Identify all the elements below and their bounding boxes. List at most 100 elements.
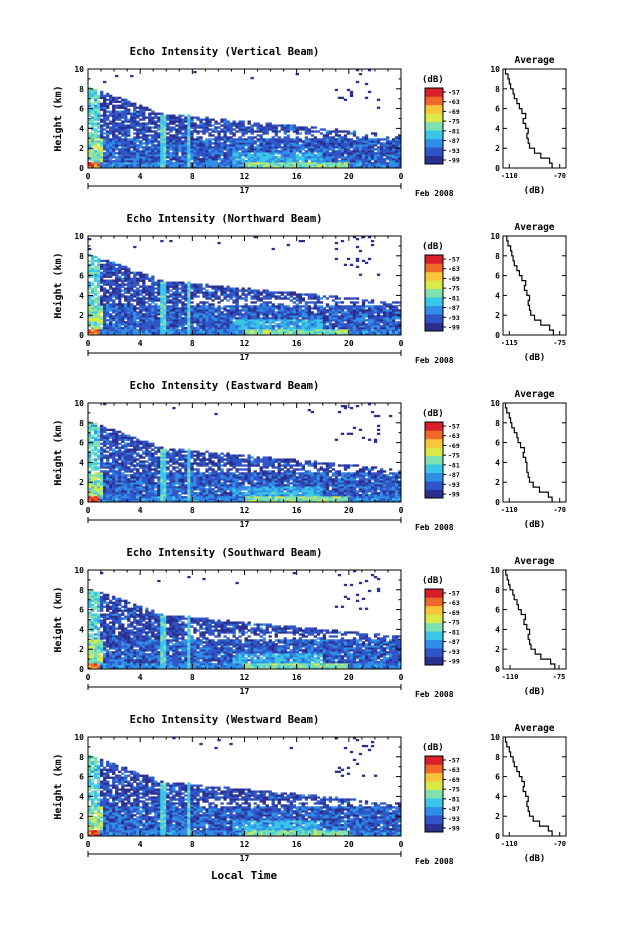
heatmap-cell (175, 291, 179, 294)
heatmap-cell (115, 281, 119, 284)
heatmap-cell (217, 311, 221, 314)
heatmap-cell (370, 166, 375, 169)
heatmap-cell (100, 490, 104, 493)
heatmap-cell (94, 128, 98, 131)
heatmap-cell (256, 158, 260, 161)
heatmap-cell (193, 124, 197, 127)
heatmap-cell (94, 160, 98, 163)
heatmap-cell (286, 307, 290, 310)
heatmap-cell (112, 162, 116, 165)
heatmap-cell (127, 138, 131, 141)
heatmap-cell (139, 303, 143, 306)
heatmap-cell (244, 142, 248, 145)
heatmap-cell (181, 156, 185, 159)
heatmap-cell (91, 136, 95, 139)
heatmap-cell (142, 118, 146, 121)
heatmap-cell (106, 154, 110, 157)
heatmap-cell (364, 315, 369, 318)
heatmap-cell (157, 329, 161, 332)
heatmap-cell (169, 295, 173, 298)
heatmap-cell (208, 321, 212, 324)
heatmap-cell (385, 313, 390, 316)
heatmap-cell (205, 289, 209, 292)
heatmap-cell (259, 150, 263, 153)
heatmap-cell (124, 307, 128, 310)
heatmap-cell (187, 128, 191, 131)
heatmap-cell (175, 299, 179, 302)
heatmap-cell (253, 140, 257, 143)
heatmap-cell (397, 158, 402, 161)
heatmap-cell (385, 154, 390, 157)
heatmap-cell (175, 295, 179, 298)
heatmap-cell (166, 305, 170, 308)
heatmap-cell (307, 146, 312, 149)
heatmap-cell (169, 317, 173, 320)
heatmap-cell (232, 301, 236, 304)
heatmap-cell (361, 333, 366, 336)
heatmap-cell (148, 315, 152, 318)
heatmap-cell (289, 166, 293, 169)
heatmap-cell (313, 325, 318, 328)
heatmap-cell (361, 162, 366, 165)
heatmap-cell (280, 331, 284, 334)
heatmap-cell (364, 138, 369, 141)
heatmap-cell (301, 299, 305, 302)
heatmap-cell (115, 307, 119, 310)
heatmap-cell (220, 315, 224, 318)
heatmap-cell (115, 114, 119, 117)
heatmap-cell (142, 122, 146, 125)
heatmap-cell (340, 331, 345, 334)
heatmap-cell (163, 295, 167, 298)
heatmap-cell (148, 285, 152, 288)
heatmap-cell (124, 275, 128, 278)
heatmap-cell (253, 331, 257, 334)
heatmap-cell (367, 327, 372, 330)
heatmap-cell (259, 138, 263, 141)
heatmap-cell (151, 136, 155, 139)
heatmap-cell (382, 317, 387, 320)
heatmap-cell (259, 156, 263, 159)
heatmap-cell (388, 325, 393, 328)
heatmap-cell (187, 150, 191, 153)
heatmap-cell (346, 297, 351, 300)
heatmap-cell (340, 136, 345, 139)
heatmap-cell (343, 305, 348, 308)
heatmap-cell (229, 126, 233, 129)
heatmap-cell (139, 297, 143, 300)
heatmap-cell (151, 146, 155, 149)
heatmap-cell (94, 275, 98, 278)
heatmap-cell (265, 152, 269, 155)
heatmap-cell (298, 146, 302, 149)
heatmap-cell (358, 164, 363, 167)
heatmap-cell (103, 321, 107, 324)
heatmap-cell (226, 331, 230, 334)
heatmap-cell (166, 331, 170, 334)
heatmap-cell (382, 329, 387, 332)
colorbar-segment (425, 322, 443, 332)
heatmap-cell (136, 329, 140, 332)
heatmap-cell (97, 500, 101, 503)
heatmap-cell (103, 108, 107, 111)
heatmap-cell (157, 128, 161, 131)
heatmap-cell (331, 142, 336, 145)
heatmap-cell (160, 142, 164, 145)
heatmap-cell (337, 166, 342, 169)
heatmap-cell (397, 321, 402, 324)
heatmap-cell (196, 309, 200, 312)
heatmap-cell (307, 313, 312, 316)
heatmap-cell (280, 311, 284, 314)
heatmap-cell (127, 134, 131, 137)
heatmap-cell (196, 315, 200, 318)
heatmap-cell (316, 144, 321, 147)
heatmap-cell (139, 114, 143, 117)
heatmap-cell (265, 295, 269, 298)
heatmap-cell (151, 122, 155, 125)
heatmap-cell (268, 321, 272, 324)
heatmap-cell (178, 315, 182, 318)
heatmap-cell (100, 289, 104, 292)
heatmap-cell (304, 152, 308, 155)
heatmap-cell (130, 152, 134, 155)
heatmap-cell (286, 136, 290, 139)
heatmap-cell (136, 136, 140, 139)
heatmap-cell (376, 160, 381, 163)
